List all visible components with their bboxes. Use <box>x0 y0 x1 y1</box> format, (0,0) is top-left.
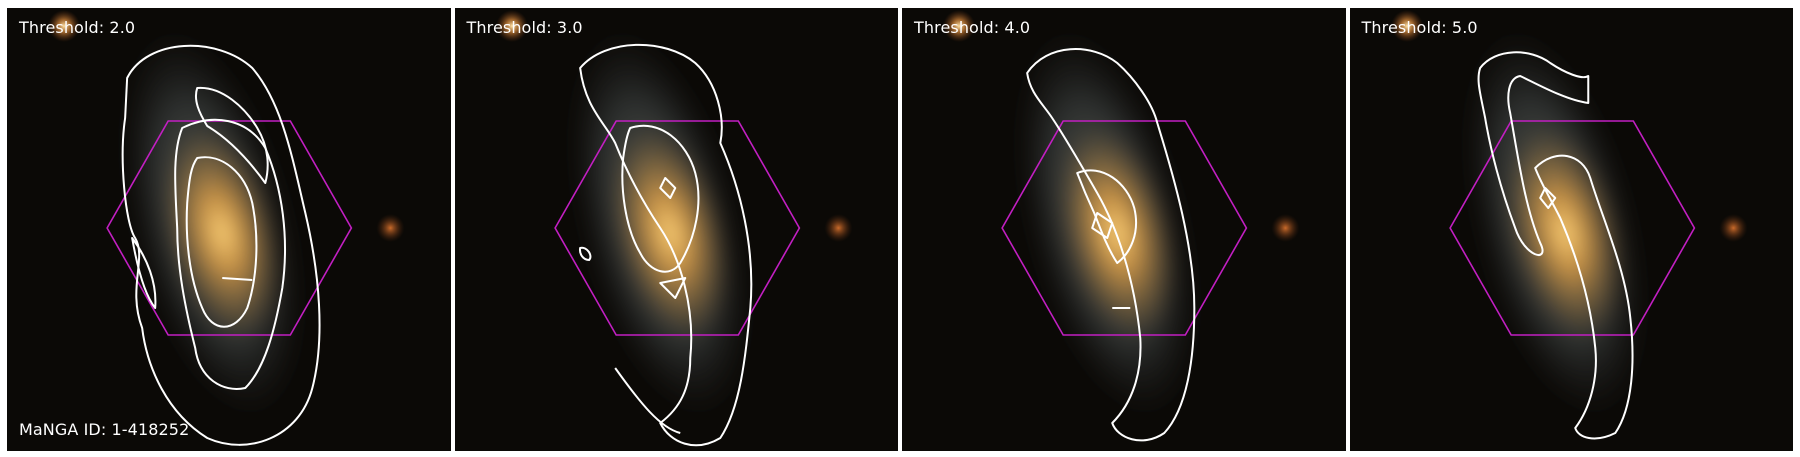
background-source <box>1718 214 1747 242</box>
threshold-label: Threshold: 4.0 <box>914 18 1031 37</box>
galaxy-panel-threshold-4: Threshold: 4.0 <box>902 8 1346 451</box>
background-source <box>823 214 852 242</box>
contour-set <box>578 43 752 447</box>
galaxy-image <box>454 8 898 451</box>
background-source <box>376 214 405 242</box>
contour-set <box>121 44 321 446</box>
contour-set <box>1026 48 1196 442</box>
ifu-hexagon <box>553 120 800 336</box>
ifu-hexagon <box>1001 120 1248 336</box>
foreground-star <box>943 10 976 42</box>
contour-set <box>1477 51 1634 440</box>
foreground-star <box>1390 10 1423 42</box>
foreground-star <box>48 10 81 42</box>
background-source <box>1271 214 1300 242</box>
galaxy-panel-threshold-2: Threshold: 2.0 MaNGA ID: 1-418252 <box>7 8 451 451</box>
foreground-star <box>495 10 528 42</box>
threshold-label: Threshold: 2.0 <box>19 18 136 37</box>
ifu-hexagon <box>106 120 353 336</box>
threshold-label: Threshold: 5.0 <box>1361 18 1478 37</box>
galaxy-image <box>1349 8 1793 451</box>
galaxy-panel-threshold-5: Threshold: 5.0 <box>1349 8 1793 451</box>
galaxy-panel-threshold-3: Threshold: 3.0 <box>454 8 898 451</box>
manga-id-label: MaNGA ID: 1-418252 <box>19 420 190 439</box>
threshold-label: Threshold: 3.0 <box>466 18 583 37</box>
galaxy-image <box>902 8 1346 451</box>
galaxy-image <box>7 8 451 451</box>
